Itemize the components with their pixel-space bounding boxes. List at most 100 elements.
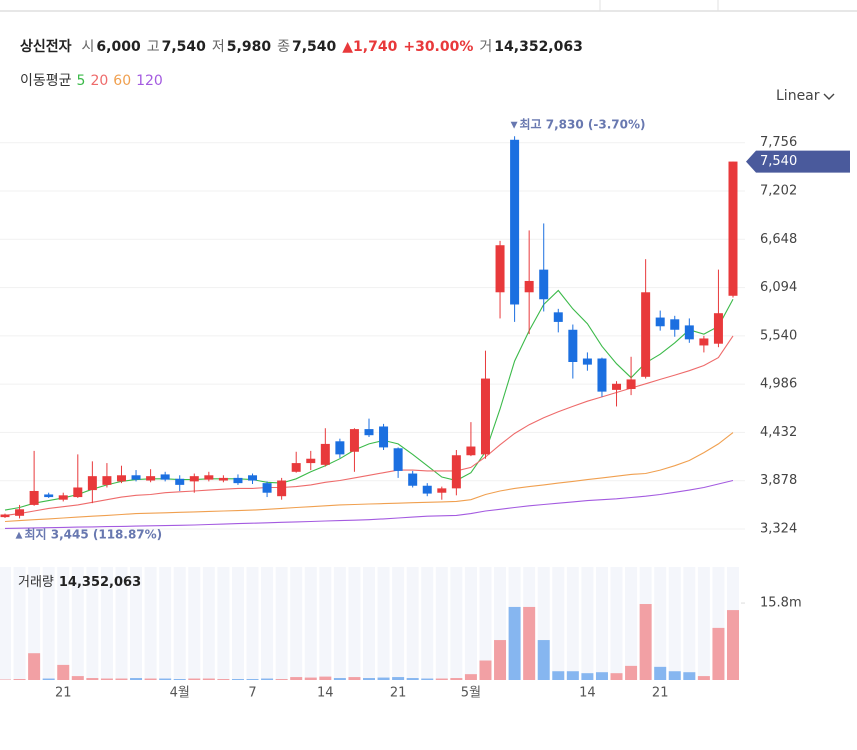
volume-slot — [42, 567, 55, 680]
volume-slot — [566, 567, 579, 680]
volume-slot — [625, 567, 638, 680]
field-label: 고 — [146, 39, 160, 55]
candle-body — [568, 329, 578, 362]
ma-line — [4, 289, 734, 511]
volume-bar — [464, 674, 477, 680]
last-price-label: 7,540 — [760, 154, 797, 169]
volume-slot — [304, 567, 317, 680]
candle-body — [306, 458, 316, 464]
candle-body — [29, 490, 39, 505]
candle-body — [524, 280, 534, 293]
volume-slot — [275, 567, 288, 680]
volume-slot — [144, 567, 157, 680]
volume-bar — [479, 660, 492, 680]
volume-bar — [13, 679, 26, 680]
volume-title-label: 거래량 — [18, 575, 54, 590]
volume-value: 14,352,063 — [494, 39, 583, 55]
candle-body — [44, 494, 54, 498]
volume-slot — [319, 567, 332, 680]
candle-body — [349, 429, 359, 452]
candle-body — [466, 446, 476, 456]
volume-bar — [435, 678, 448, 680]
volume-slot — [159, 567, 172, 680]
volume-bar — [246, 679, 259, 680]
candle-body — [189, 476, 199, 482]
candle-body — [58, 495, 68, 500]
volume-slot — [654, 567, 667, 680]
volume-bar — [639, 604, 652, 680]
ma-legend: 이동평균 5 20 60 120 — [20, 70, 163, 90]
field-value: 7,540 — [161, 39, 206, 55]
candle-body — [408, 473, 418, 486]
volume-bar — [290, 677, 303, 680]
ma-line — [4, 432, 734, 523]
volume-slot — [421, 567, 434, 680]
volume-bar — [173, 679, 186, 680]
change: ▲1,740 — [342, 39, 398, 55]
volume-slot — [0, 567, 11, 680]
candle-body — [626, 379, 636, 390]
volume-bar — [508, 606, 521, 680]
volume-slot — [552, 567, 565, 680]
volume-bar — [523, 606, 536, 680]
volume-bar — [42, 678, 55, 680]
ma-title: 이동평균 — [20, 73, 72, 89]
volume-bar — [552, 671, 565, 680]
volume-bar — [333, 678, 346, 680]
volume-slot — [13, 567, 26, 680]
dropdown-chevron[interactable] — [823, 93, 835, 100]
field-value: 5,980 — [226, 39, 272, 55]
field-label: 종 — [277, 39, 290, 55]
candle-body — [393, 448, 403, 471]
volume-slot — [173, 567, 186, 680]
candle-body — [233, 477, 243, 484]
volume-bar — [304, 677, 317, 680]
candle-body — [15, 509, 25, 516]
volume-bar — [319, 676, 332, 680]
candle-body — [204, 475, 214, 480]
volume-title-value: 14,352,063 — [59, 575, 141, 590]
candle-body — [539, 269, 549, 300]
last-price-tag — [746, 150, 850, 173]
x-tick-label: 21 — [652, 686, 669, 701]
volume-slot — [581, 567, 594, 680]
volume-bar — [377, 677, 390, 680]
scale-mode[interactable]: Linear — [776, 88, 820, 104]
annotation-marker: ▲ — [16, 530, 23, 540]
volume-bar — [625, 665, 638, 680]
volume-bar — [348, 677, 361, 680]
volume-slot — [377, 567, 390, 680]
volume-bar — [28, 653, 41, 680]
candle-body — [160, 474, 170, 480]
x-tick-label: 7 — [248, 686, 256, 701]
ma-legend-item: 5 — [76, 73, 86, 89]
candle-body — [0, 514, 10, 518]
volume-slot — [115, 567, 128, 680]
volume-bar — [57, 664, 70, 680]
volume-bar — [261, 678, 274, 680]
x-tick-label: 14 — [317, 686, 334, 701]
candle-body — [146, 476, 156, 481]
volume-bar — [727, 610, 739, 680]
volume-slot — [697, 567, 710, 680]
candle-body — [320, 443, 330, 465]
volume-bar — [566, 671, 579, 680]
volume-slot — [71, 567, 84, 680]
volume-bar — [595, 672, 608, 680]
volume-slot — [261, 567, 274, 680]
stock-header: 상신전자 시 6,000 고 7,540 저 5,980 종 7,540 ▲1,740 +30.00… — [20, 36, 589, 56]
volume-slot — [246, 567, 259, 680]
volume-bar — [683, 672, 696, 680]
candle-body — [699, 338, 709, 346]
field-value: 7,540 — [291, 39, 337, 55]
volume-bar — [537, 640, 550, 680]
y-tick-label: 6,094 — [760, 280, 797, 295]
volume-slot — [435, 567, 448, 680]
volume-bar — [450, 678, 463, 680]
volume-bar — [610, 673, 623, 680]
candle-body — [510, 139, 520, 305]
ma-line — [4, 479, 734, 529]
y-tick-label: 6,648 — [760, 232, 797, 247]
